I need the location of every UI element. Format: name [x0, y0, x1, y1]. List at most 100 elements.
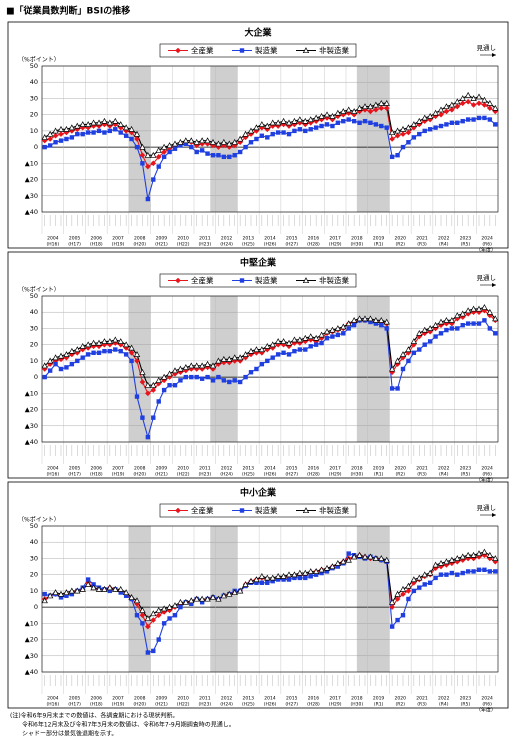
marker — [292, 575, 297, 581]
forecast-label: 見通し — [477, 273, 497, 282]
marker — [470, 555, 477, 562]
marker — [247, 127, 255, 134]
marker — [459, 553, 466, 560]
recession-shade — [356, 66, 390, 212]
y-tick-label: 40 — [30, 308, 38, 316]
year-label: 2012 — [221, 466, 233, 472]
marker — [58, 131, 64, 137]
marker — [313, 125, 319, 130]
marker — [47, 368, 53, 373]
marker — [118, 590, 123, 595]
marker — [454, 555, 461, 561]
y-axis-label: （%ポイント） — [18, 516, 60, 524]
marker — [155, 607, 162, 613]
marker — [465, 117, 471, 122]
marker — [470, 95, 477, 101]
marker — [69, 591, 75, 597]
marker — [405, 582, 412, 589]
marker — [449, 107, 455, 113]
marker — [443, 108, 450, 115]
marker — [95, 585, 103, 592]
marker — [254, 366, 259, 372]
marker — [91, 350, 96, 355]
marker — [399, 351, 407, 357]
marker — [52, 127, 59, 134]
marker — [410, 338, 418, 344]
era-label: (H27) — [285, 472, 298, 478]
marker — [254, 136, 259, 142]
marker — [334, 109, 342, 116]
marker — [411, 588, 417, 594]
plot-frame — [41, 525, 499, 673]
year-label: 2016 — [308, 696, 320, 702]
era-label: (H21) — [155, 242, 168, 248]
marker — [155, 380, 162, 387]
marker — [335, 564, 341, 569]
marker — [79, 342, 86, 349]
era-label: (R6) — [482, 702, 492, 708]
marker — [410, 576, 418, 583]
marker — [281, 350, 286, 355]
era-label: (R2) — [396, 702, 406, 708]
marker — [384, 326, 389, 331]
marker — [145, 650, 151, 655]
marker — [459, 314, 466, 320]
year-label: 2004 — [47, 466, 59, 472]
y-tick-label: ▲40 — [25, 438, 38, 446]
marker — [389, 386, 395, 391]
marker — [74, 587, 81, 594]
marker — [475, 93, 483, 100]
marker — [329, 326, 336, 333]
marker — [296, 569, 304, 576]
year-label: 2017 — [329, 236, 341, 242]
year-label: 2014 — [264, 696, 276, 702]
marker — [236, 354, 244, 361]
marker — [161, 387, 167, 393]
series-line — [44, 117, 496, 200]
legend-label: 全産業 — [191, 45, 214, 55]
marker — [171, 140, 179, 147]
y-tick-label: 0 — [34, 603, 38, 611]
legend-marker — [175, 507, 181, 514]
marker — [378, 105, 385, 111]
year-label: 2018 — [351, 696, 363, 702]
year-label: 2007 — [112, 696, 124, 702]
marker — [139, 143, 146, 150]
marker — [296, 116, 304, 123]
marker — [210, 378, 216, 383]
legend-marker — [302, 47, 310, 54]
marker — [151, 648, 156, 654]
marker — [433, 125, 438, 130]
marker — [291, 336, 298, 343]
marker — [253, 576, 260, 583]
marker — [42, 144, 47, 150]
marker — [177, 369, 184, 376]
marker — [118, 130, 123, 135]
marker — [417, 131, 422, 137]
marker — [107, 128, 113, 134]
year-label: 2009 — [156, 236, 168, 242]
marker — [53, 140, 58, 145]
marker — [226, 140, 233, 147]
marker — [183, 374, 189, 380]
era-label: (H19) — [112, 472, 125, 478]
marker — [139, 379, 146, 385]
marker — [123, 133, 129, 138]
marker — [117, 585, 124, 592]
y-tick-label: ▲30 — [25, 192, 38, 200]
year-label: 2010 — [177, 696, 189, 702]
marker — [438, 331, 444, 336]
marker — [161, 149, 167, 155]
marker — [58, 595, 64, 600]
marker — [57, 352, 65, 359]
y-tick-label: ▲20 — [25, 176, 38, 184]
marker — [383, 318, 390, 325]
marker — [167, 616, 172, 621]
marker — [406, 596, 411, 602]
marker — [291, 571, 298, 578]
y-tick-label: 10 — [30, 357, 38, 365]
forecast-arrowhead — [492, 53, 496, 57]
era-label: (R1) — [374, 702, 384, 708]
marker — [443, 320, 450, 327]
marker — [313, 342, 319, 347]
